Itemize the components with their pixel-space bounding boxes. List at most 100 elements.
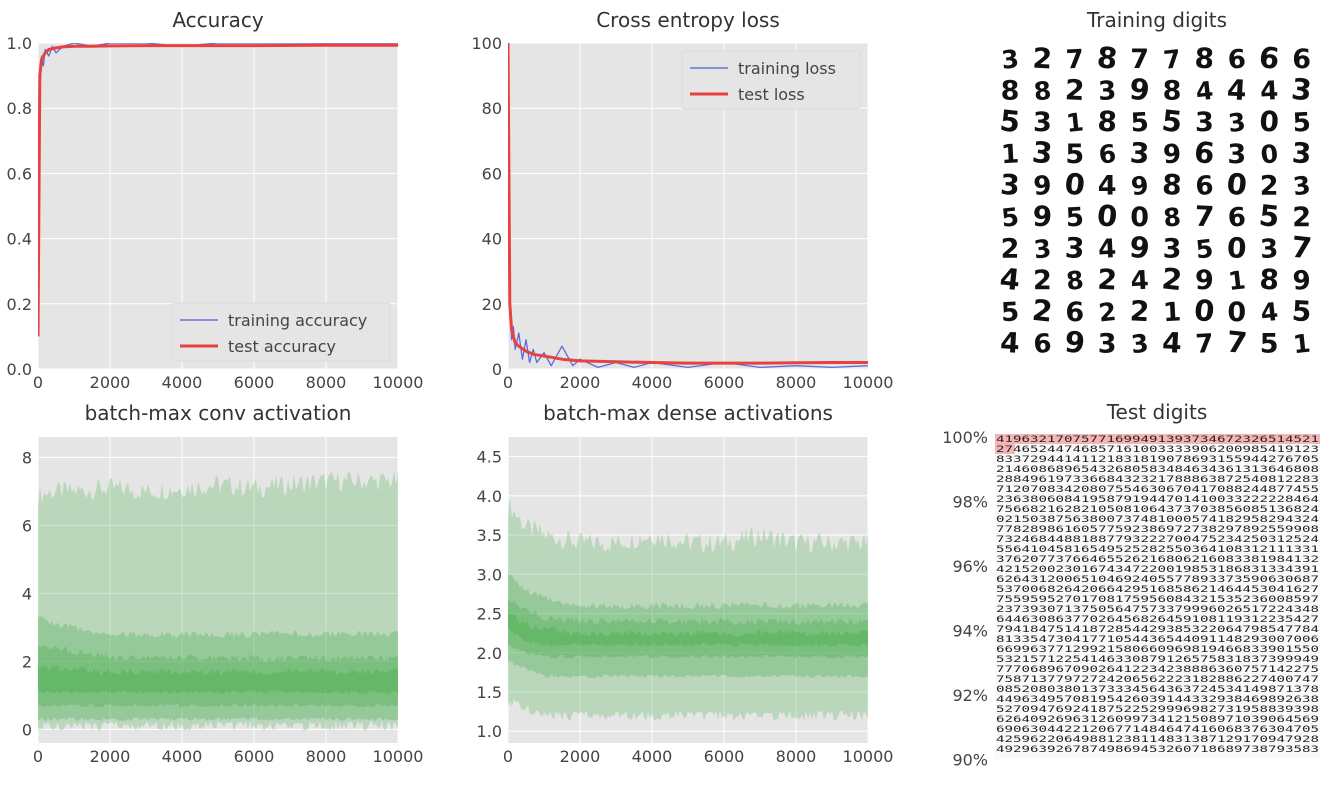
y-tick-label: 1.0 <box>477 722 502 741</box>
activation-band <box>38 471 398 732</box>
x-tick-label: 6000 <box>704 747 745 766</box>
training-digits-title: Training digits <box>1086 8 1227 32</box>
y-tick-label: 0.2 <box>7 295 32 314</box>
training-digit: 4 <box>1259 297 1279 328</box>
training-digit: 1 <box>1065 107 1085 138</box>
training-digit: 3 <box>1292 171 1312 202</box>
test-digit-row: 21460868965432680583484634361313646808 <box>996 465 1319 475</box>
training-digit: 0 <box>1193 293 1217 329</box>
x-tick-label: 4000 <box>162 373 203 392</box>
plot-content <box>508 497 868 721</box>
training-digit: 6 <box>1195 171 1215 202</box>
x-tick-label: 8000 <box>776 373 817 392</box>
activation-band <box>508 612 868 647</box>
x-tick-label: 8000 <box>306 747 347 766</box>
x-tick-label: 8000 <box>776 747 817 766</box>
training-digit: 9 <box>1292 266 1312 297</box>
legend-box <box>171 302 391 362</box>
training-digit: 5 <box>1291 294 1312 328</box>
training-digit: 3 <box>1227 107 1247 138</box>
test-digit-row: 64463086377026456826459108119312235427 <box>996 615 1319 625</box>
training-digit: 4 <box>1161 326 1182 360</box>
training-digit: 9 <box>1128 230 1152 266</box>
training-digit: 5 <box>1000 202 1020 233</box>
activation-band <box>38 665 398 694</box>
training-digit: 0 <box>1225 166 1249 202</box>
plot-content <box>38 471 398 732</box>
x-tick-label: 0 <box>503 373 513 392</box>
training-digit: 9 <box>1033 171 1053 202</box>
training-digit: 2 <box>1064 73 1085 107</box>
training-digit: 3 <box>1130 329 1150 360</box>
training-digit: 8 <box>1032 76 1052 107</box>
training-digit: 5 <box>1260 328 1279 359</box>
training-digit: 3 <box>1098 328 1117 359</box>
training-digit: 9 <box>1032 200 1053 234</box>
test-digits-panel: Test digits 100% 98% 96% 94% 92% 90% 41963217… <box>942 400 1320 770</box>
x-tick-label: 2000 <box>560 373 601 392</box>
training-digit: 8 <box>1163 76 1182 107</box>
test-digit-row: 62640926963126099734121508971039064569 <box>996 715 1319 725</box>
x-tick-label: 10000 <box>373 747 424 766</box>
y-tick-label: 0.0 <box>7 360 32 379</box>
plot-area <box>38 437 398 743</box>
training-digit: 1 <box>1162 297 1182 328</box>
x-tick-label: 6000 <box>234 747 275 766</box>
training-digit: 5 <box>1257 198 1281 234</box>
y-tick-label: 1.5 <box>477 683 502 702</box>
training-digit: 0 <box>1226 231 1247 265</box>
test-digit-row: 37620773766465526216806216083381984132 <box>996 555 1319 565</box>
training-digit: 5 <box>1292 108 1312 139</box>
training-digit: 6 <box>1257 40 1281 76</box>
x-tick-label: 6000 <box>234 373 275 392</box>
training-digit: 0 <box>1259 139 1279 170</box>
x-tick-label: 4000 <box>632 373 673 392</box>
training-digit: 8 <box>1097 105 1118 139</box>
test-error-cell <box>995 444 1015 454</box>
training-digit: 3 <box>1031 135 1055 171</box>
training-digit: 3 <box>1195 107 1214 138</box>
training-digit: 2 <box>1160 261 1184 297</box>
test-digit-row: 53215712254146330879126575831837399949 <box>996 655 1319 665</box>
activation-band <box>508 573 868 679</box>
test-y-label: 96% <box>952 557 988 576</box>
chart-title: Accuracy <box>172 8 263 32</box>
training-digit: 6 <box>1292 44 1311 75</box>
y-tick-label: 0 <box>492 360 502 379</box>
test-digit-row: 08520803801373334564363724534149871378 <box>996 685 1319 695</box>
test-digit-row: 02150387563800737481000574182958294324 <box>996 515 1319 525</box>
x-tick-label: 6000 <box>704 373 745 392</box>
training-digit: 8 <box>1259 263 1280 297</box>
y-tick-label: 20 <box>482 295 502 314</box>
training-digit: 9 <box>1063 324 1087 360</box>
y-tick-label: 3.0 <box>477 565 502 584</box>
test-digit-row: 66996377129921580660969819466833901550 <box>996 645 1319 655</box>
plot-content <box>38 43 398 337</box>
training-digit: 2 <box>1033 265 1052 296</box>
test-digit-row: 28849619733668432321788863872540812283 <box>996 475 1319 485</box>
training-digit: 5 <box>1130 108 1150 139</box>
test-digit-row: 71207083420807554630670417088244877455 <box>996 485 1319 495</box>
chart-panel-4: 0 2000 4000 6000 8000 10000 1.0 1.5 2.0 2.5 3.0 3.5… <box>477 401 894 766</box>
training-digit: 8 <box>1095 40 1119 76</box>
training-digit: 4 <box>1194 76 1214 107</box>
y-tick-label: 4.5 <box>477 448 502 467</box>
test-digit-row: 83372944141121831819078693155944276705 <box>996 455 1319 465</box>
training-digit: 1 <box>1227 265 1247 296</box>
y-tick-label: 6 <box>22 516 32 535</box>
test-grid-bg <box>995 434 1320 759</box>
training-digit: 4 <box>1226 73 1247 107</box>
test-digit-row: 69063044221206771484647416068376304705 <box>996 725 1319 735</box>
training-digit: 6 <box>1193 135 1217 171</box>
training-digit: 2 <box>1260 170 1279 201</box>
training-digit: 1 <box>1292 329 1312 360</box>
training-digit: 5 <box>998 103 1022 139</box>
training-digit: 3 <box>1000 44 1020 75</box>
training-digit: 0 <box>1259 105 1280 139</box>
training-digit: 2 <box>1292 202 1311 233</box>
training-digit: 9 <box>1162 139 1182 170</box>
x-tick-label: 10000 <box>843 373 894 392</box>
training-digit: 2 <box>1031 293 1055 329</box>
training-digit: 2 <box>1097 297 1117 328</box>
